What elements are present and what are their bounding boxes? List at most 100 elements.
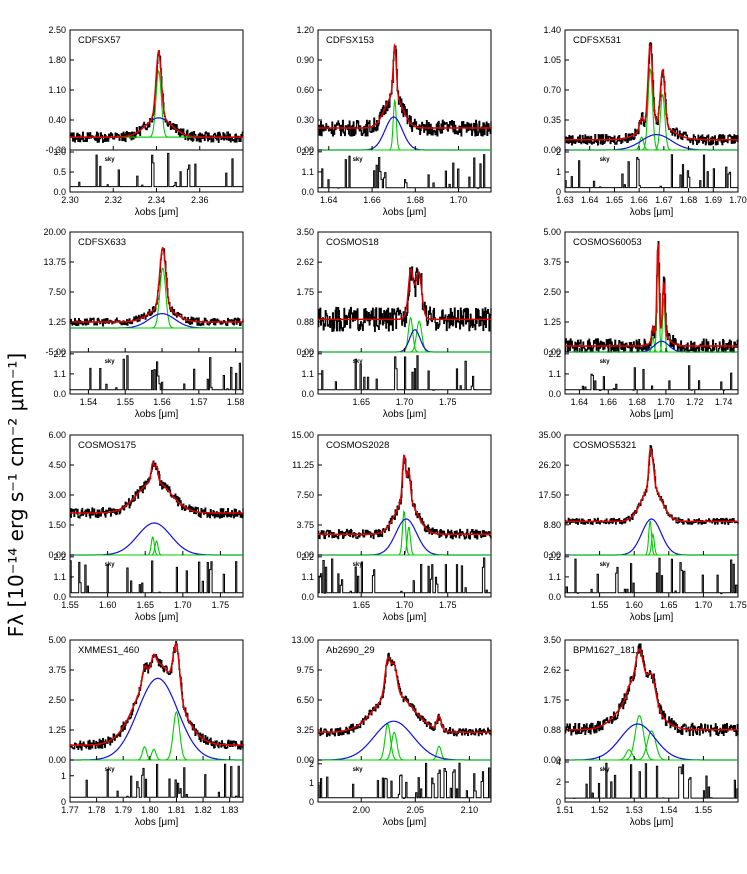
- spectrum-panel: sky COSMOS5321 0.00 8.80 17.50 26.20 35.00 0.0 1…: [538, 430, 746, 623]
- y-tick-label: 1.50: [48, 520, 66, 530]
- x-tick-label: 1.66: [630, 195, 648, 205]
- panel-title: COSMOS175: [78, 440, 136, 451]
- y-tick-label: 1.05: [543, 55, 561, 65]
- panel-title: CDFSX57: [78, 35, 121, 46]
- narrow-component: [70, 539, 243, 556]
- sky-y-tick-label: 0.0: [301, 389, 314, 399]
- sky-spectrum: [318, 154, 491, 189]
- y-tick-label: 20.00: [43, 227, 66, 237]
- total-fit: [70, 246, 243, 323]
- narrow-component: [318, 731, 491, 761]
- y-tick-label: 15.00: [291, 430, 314, 440]
- x-axis-label: λobs [μm]: [383, 817, 427, 828]
- x-tick-label: 2.05: [407, 805, 425, 815]
- x-tick-label: 1.65: [606, 195, 624, 205]
- x-tick-label: 1.69: [705, 195, 723, 205]
- x-tick-label: 1.64: [571, 397, 589, 407]
- y-tick-label: 17.50: [538, 490, 561, 500]
- sky-y-tick-label: 0: [556, 187, 561, 197]
- spectrum-panel: sky COSMOS2028 0.00 3.75 7.50 11.25 15.00 0.0 1.…: [291, 430, 492, 623]
- narrow-component: [565, 749, 738, 761]
- total-fit: [565, 44, 738, 141]
- y-tick-label: 0.90: [296, 55, 314, 65]
- sky-y-tick-label: 0: [61, 797, 66, 807]
- x-tick-label: 1.75: [439, 397, 457, 407]
- y-tick-label: 0.30: [296, 115, 314, 125]
- spectrum-panel: sky COSMOS175 0.00 1.50 3.00 4.50 6.00 0.0 1.1 2.…: [48, 430, 244, 623]
- y-tick-label: 5.00: [48, 635, 66, 645]
- y-tick-label: 3.25: [296, 725, 314, 735]
- y-tick-label: -5.00: [45, 347, 66, 357]
- panel-title: CDFSX531: [573, 35, 621, 46]
- sky-spectrum: [318, 355, 491, 391]
- sky-y-tick-label: 0: [309, 797, 314, 807]
- x-tick-label: 1.83: [221, 805, 239, 815]
- spectrum-panel: sky XMMES1_460 0.00 1.25 2.50 3.75 5.00 0 1 1.77 1…: [48, 635, 244, 828]
- x-tick-label: 2.10: [461, 805, 479, 815]
- x-tick-label: 1.58: [227, 397, 245, 407]
- total-fit: [565, 447, 738, 523]
- y-tick-label: 0.00: [543, 347, 561, 357]
- x-tick-label: 1.51: [556, 805, 574, 815]
- sky-y-tick-label: 2: [556, 147, 561, 157]
- y-tick-label: 0.00: [543, 145, 561, 155]
- y-tick-label: 2.50: [543, 287, 561, 297]
- panel-title: CDFSX633: [78, 237, 126, 248]
- observed-spectrum: [70, 248, 244, 327]
- sky-y-tick-label: 0.0: [53, 592, 66, 602]
- x-tick-label: 1.81: [168, 805, 186, 815]
- sky-y-tick-label: 1: [309, 778, 314, 788]
- sky-y-tick-label: 2.2: [548, 349, 561, 359]
- x-axis-label: λobs [μm]: [383, 207, 427, 218]
- x-tick-label: 1.70: [396, 397, 414, 407]
- y-tick-label: 6.50: [296, 695, 314, 705]
- y-tick-label: 0.00: [48, 550, 66, 560]
- broad-component: [70, 522, 243, 556]
- x-tick-label: 2.36: [191, 195, 209, 205]
- sky-y-tick-label: 1: [556, 167, 561, 177]
- sky-y-tick-label: 4: [556, 757, 561, 767]
- x-tick-label: 1.60: [625, 600, 643, 610]
- sky-label: sky: [105, 562, 116, 568]
- total-fit: [70, 642, 243, 746]
- x-axis-label: λobs [μm]: [135, 207, 179, 218]
- y-tick-label: 13.75: [43, 257, 66, 267]
- x-tick-label: 1.55: [116, 397, 134, 407]
- y-tick-label: 4.50: [48, 460, 66, 470]
- sky-label: sky: [353, 562, 364, 568]
- total-fit: [565, 648, 738, 731]
- x-axis-label: λobs [μm]: [135, 409, 179, 420]
- panel-title: COSMOS18: [326, 237, 379, 248]
- narrow-component: [318, 527, 491, 556]
- panel-title: CDFSX153: [326, 35, 374, 46]
- y-tick-label: 8.80: [543, 520, 561, 530]
- sky-label: sky: [600, 562, 611, 568]
- narrow-component: [70, 748, 243, 761]
- x-tick-label: 1.55: [61, 600, 79, 610]
- x-tick-label: 2.30: [61, 195, 79, 205]
- sky-y-tick-label: 0.0: [301, 592, 314, 602]
- observed-spectrum: [318, 45, 492, 137]
- sky-y-tick-label: 1.0: [53, 147, 66, 157]
- sky-y-tick-label: 1.1: [53, 369, 66, 379]
- x-tick-label: 1.77: [61, 805, 79, 815]
- spectrum-panel: sky COSMOS60053 0.00 1.25 2.50 3.75 5.00 0.0 1.1…: [543, 227, 739, 420]
- sky-y-tick-label: 2.2: [53, 552, 66, 562]
- x-axis-label: λobs [μm]: [135, 612, 179, 623]
- y-tick-label: 1.40: [543, 25, 561, 35]
- x-tick-label: 1.64: [581, 195, 599, 205]
- observed-spectrum: [70, 460, 244, 519]
- x-axis-label: λobs [μm]: [630, 207, 674, 218]
- x-axis-label: λobs [μm]: [630, 409, 674, 420]
- sky-frame: [317, 759, 492, 803]
- sky-label: sky: [353, 359, 364, 365]
- observed-spectrum: [318, 457, 492, 540]
- sky-y-tick-label: 1: [61, 771, 66, 781]
- sky-y-tick-label: 2.2: [548, 552, 561, 562]
- total-fit: [70, 461, 243, 514]
- total-fit: [565, 243, 738, 347]
- total-fit: [70, 49, 243, 138]
- x-tick-label: 1.54: [660, 805, 678, 815]
- y-tick-label: 0.35: [543, 115, 561, 125]
